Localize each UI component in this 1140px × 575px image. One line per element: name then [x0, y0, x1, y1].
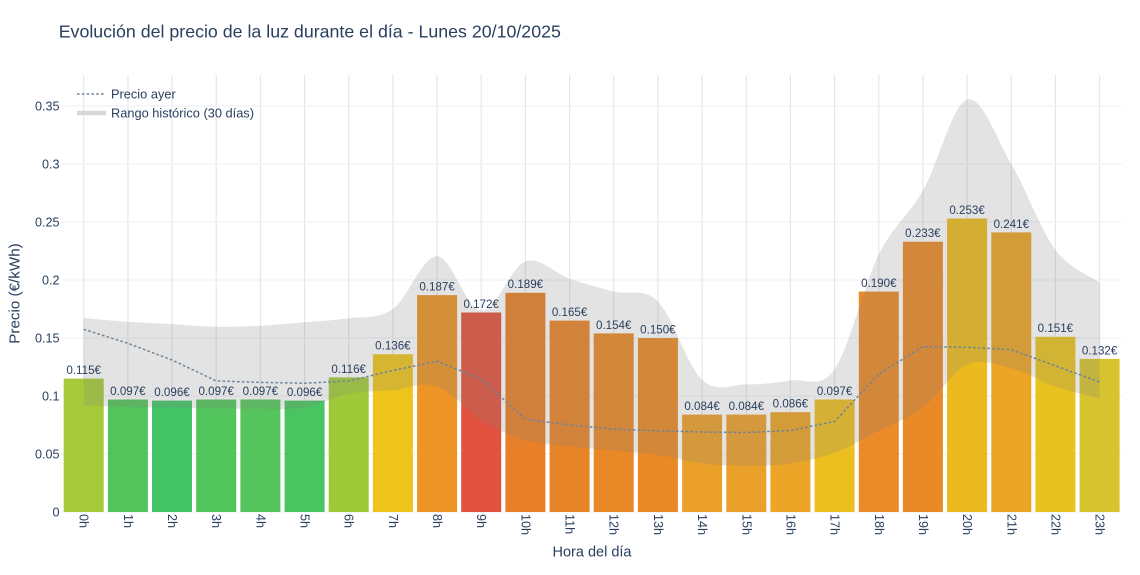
svg-text:0.097€: 0.097€	[198, 385, 234, 398]
svg-text:0.2: 0.2	[42, 273, 60, 287]
svg-text:0.253€: 0.253€	[949, 204, 985, 217]
svg-text:20h: 20h	[960, 514, 974, 535]
svg-text:0h: 0h	[77, 514, 91, 528]
svg-text:0.096€: 0.096€	[154, 386, 190, 399]
svg-text:Precio ayer: Precio ayer	[111, 86, 176, 101]
svg-text:0.190€: 0.190€	[861, 277, 897, 290]
svg-text:0.35: 0.35	[35, 99, 60, 113]
svg-text:17h: 17h	[828, 514, 842, 535]
svg-text:0.15: 0.15	[35, 331, 60, 345]
svg-text:12h: 12h	[607, 514, 621, 535]
svg-text:0.165€: 0.165€	[552, 306, 588, 319]
svg-text:7h: 7h	[386, 514, 400, 528]
svg-text:0.25: 0.25	[35, 215, 60, 229]
svg-text:0.154€: 0.154€	[596, 319, 632, 332]
svg-text:0.151€: 0.151€	[1038, 322, 1074, 335]
svg-text:23h: 23h	[1093, 514, 1107, 535]
svg-text:0.086€: 0.086€	[773, 398, 809, 411]
svg-text:Hora del día: Hora del día	[553, 545, 633, 561]
svg-text:0.096€: 0.096€	[287, 386, 323, 399]
svg-text:0.097€: 0.097€	[817, 385, 853, 398]
svg-text:9h: 9h	[474, 514, 488, 528]
svg-text:2h: 2h	[165, 514, 179, 528]
svg-text:6h: 6h	[342, 514, 356, 528]
svg-text:11h: 11h	[563, 514, 577, 534]
svg-text:0.241€: 0.241€	[994, 218, 1030, 231]
svg-text:0.150€: 0.150€	[640, 323, 676, 336]
svg-text:4h: 4h	[253, 514, 267, 528]
svg-text:21h: 21h	[1004, 514, 1018, 535]
svg-text:0.097€: 0.097€	[243, 385, 279, 398]
svg-text:0.116€: 0.116€	[331, 363, 366, 376]
svg-text:18h: 18h	[872, 514, 886, 535]
svg-text:0.084€: 0.084€	[684, 400, 720, 413]
svg-text:13h: 13h	[651, 514, 665, 535]
svg-text:0.084€: 0.084€	[729, 400, 765, 413]
svg-text:Rango histórico (30 días): Rango histórico (30 días)	[111, 105, 254, 120]
svg-text:0.172€: 0.172€	[463, 298, 499, 311]
svg-text:0.115€: 0.115€	[66, 364, 101, 377]
svg-text:Evolución del precio de la luz: Evolución del precio de la luz durante e…	[59, 22, 561, 42]
svg-text:10h: 10h	[518, 514, 532, 535]
svg-text:15h: 15h	[739, 514, 753, 535]
svg-text:0.097€: 0.097€	[110, 385, 146, 398]
svg-text:0.05: 0.05	[35, 447, 60, 461]
svg-text:0.1: 0.1	[42, 389, 60, 403]
svg-text:0.132€: 0.132€	[1082, 344, 1118, 357]
svg-text:0.189€: 0.189€	[508, 278, 544, 291]
svg-text:0.3: 0.3	[42, 157, 60, 171]
svg-text:3h: 3h	[209, 514, 223, 528]
svg-text:0.136€: 0.136€	[375, 340, 411, 353]
svg-text:0.233€: 0.233€	[905, 227, 941, 240]
svg-text:8h: 8h	[430, 514, 444, 528]
svg-text:5h: 5h	[298, 514, 312, 528]
svg-text:0: 0	[52, 505, 59, 519]
svg-text:22h: 22h	[1048, 514, 1062, 535]
svg-text:0.187€: 0.187€	[419, 281, 455, 294]
svg-text:19h: 19h	[916, 514, 930, 535]
svg-text:Precio (€/kWh): Precio (€/kWh)	[7, 243, 24, 343]
svg-text:16h: 16h	[783, 514, 797, 535]
svg-text:14h: 14h	[695, 514, 709, 535]
svg-text:1h: 1h	[121, 514, 135, 528]
